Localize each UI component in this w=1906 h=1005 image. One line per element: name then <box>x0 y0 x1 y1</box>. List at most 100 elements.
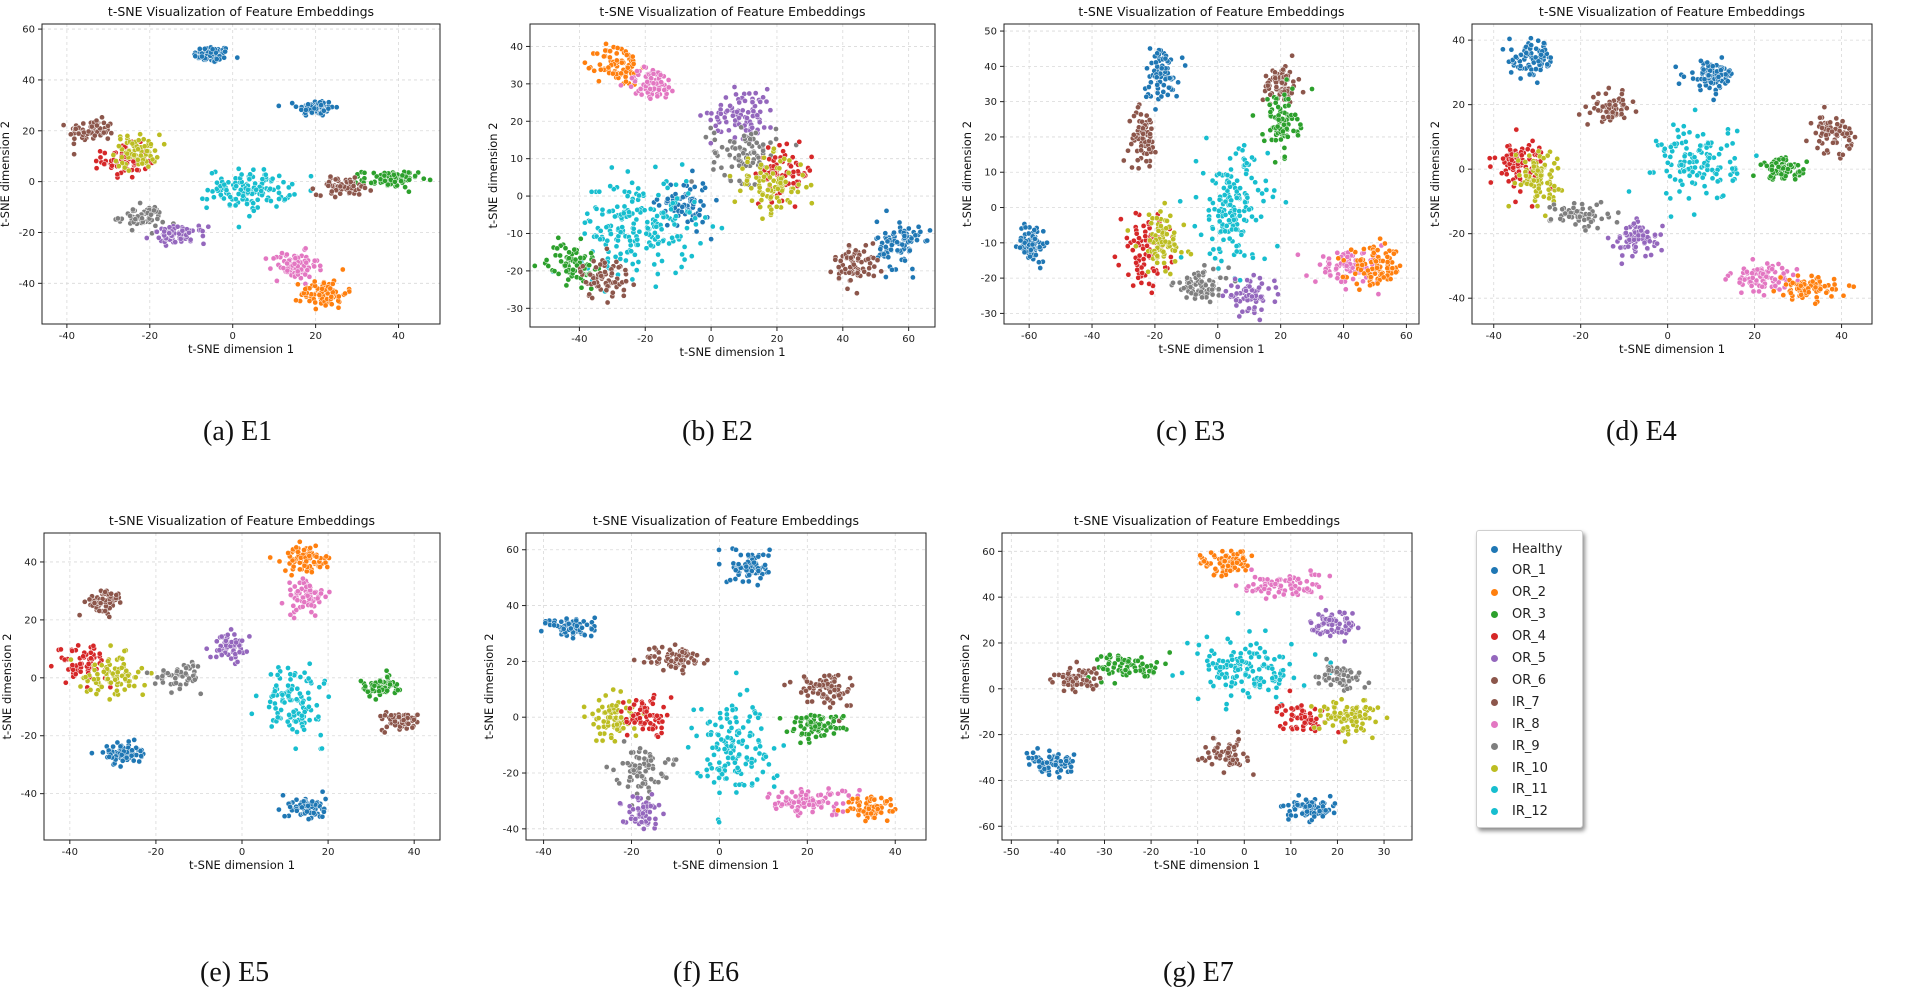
point-or-3 <box>372 696 379 703</box>
point-ir-9 <box>197 690 204 697</box>
point-ir-11 <box>306 717 313 723</box>
point-ir-10 <box>767 194 774 201</box>
point-ir-7 <box>400 717 407 723</box>
point-or-4 <box>129 174 136 181</box>
point-ir-11 <box>613 243 620 250</box>
point-ir-9 <box>721 172 728 179</box>
point-or-5 <box>216 647 223 654</box>
point-or-5 <box>174 223 181 230</box>
point-ir-10 <box>776 165 783 172</box>
point-or-2 <box>597 66 604 73</box>
point-or-2 <box>603 41 609 47</box>
point-ir-10 <box>757 204 764 210</box>
point-or-6 <box>1587 109 1593 116</box>
y-tick-label: -30 <box>981 309 997 320</box>
point-or-5 <box>1652 231 1658 238</box>
point-or-2 <box>1387 276 1394 282</box>
point-ir-10 <box>116 143 122 149</box>
point-healthy <box>333 104 340 111</box>
point-ir-7 <box>577 268 584 275</box>
point-or-5 <box>203 645 210 652</box>
point-healthy <box>1547 54 1554 61</box>
point-or-1 <box>1715 74 1722 80</box>
point-ir-11 <box>678 264 685 270</box>
point-or-2 <box>1340 274 1346 280</box>
point-ir-8 <box>294 588 301 595</box>
point-ir-7 <box>583 279 589 286</box>
point-ir-10 <box>131 683 138 689</box>
point-or-4 <box>62 679 69 686</box>
point-or-5 <box>1232 276 1238 282</box>
point-or-1 <box>1160 82 1167 88</box>
point-healthy <box>880 251 887 258</box>
point-or-6 <box>837 258 844 264</box>
point-ir-10 <box>803 184 810 191</box>
point-healthy <box>119 757 126 764</box>
point-or-2 <box>618 59 625 66</box>
point-or-3 <box>566 255 572 262</box>
point-or-3 <box>1281 91 1288 98</box>
point-ir-11 <box>325 693 332 700</box>
point-or-6 <box>878 268 885 275</box>
point-or-3 <box>387 681 393 688</box>
point-ir-11 <box>697 240 704 247</box>
point-ir-10 <box>98 662 105 669</box>
point-ir-11 <box>584 210 591 217</box>
point-or-5 <box>1617 244 1624 251</box>
point-healthy <box>1538 51 1544 58</box>
point-ir-10 <box>1171 241 1178 248</box>
point-ir-11 <box>1724 142 1730 149</box>
point-or-3 <box>563 268 570 275</box>
point-or-5 <box>1657 231 1664 238</box>
point-or-4 <box>1508 157 1515 163</box>
point-ir-8 <box>1375 291 1382 297</box>
x-tick-label: -40 <box>571 334 587 345</box>
point-or-4 <box>808 154 815 160</box>
point-ir-11 <box>1674 127 1681 133</box>
point-or-5 <box>1258 306 1265 313</box>
point-or-2 <box>623 78 629 85</box>
x-tick-label: 20 <box>1274 331 1287 342</box>
point-ir-10 <box>795 189 801 195</box>
point-ir-11 <box>1228 166 1234 173</box>
point-or-2 <box>1365 267 1371 274</box>
point-or-2 <box>267 554 274 561</box>
point-or-3 <box>565 276 572 283</box>
point-or-5 <box>736 115 742 121</box>
point-ir-11 <box>621 203 628 210</box>
point-or-6 <box>1612 102 1619 109</box>
point-ir-11 <box>673 181 679 188</box>
point-ir-10 <box>1161 260 1167 266</box>
point-or-5 <box>752 90 759 96</box>
point-ir-11 <box>267 185 274 192</box>
point-ir-11 <box>1662 152 1668 159</box>
point-ir-8 <box>1350 276 1356 282</box>
point-ir-7 <box>313 191 319 198</box>
point-ir-11 <box>1671 141 1678 147</box>
point-ir-9 <box>1576 213 1583 220</box>
point-ir-7 <box>396 714 402 720</box>
point-or-1 <box>1154 82 1161 88</box>
point-healthy <box>89 750 95 756</box>
point-or-2 <box>629 53 636 60</box>
point-or-5 <box>1223 288 1229 295</box>
point-ir-10 <box>118 154 125 161</box>
point-ir-8 <box>1776 286 1783 293</box>
point-ir-11 <box>669 200 676 206</box>
point-or-2 <box>328 293 335 300</box>
point-ir-11 <box>1734 170 1740 177</box>
point-or-6 <box>96 608 103 614</box>
point-or-6 <box>91 600 98 606</box>
point-ir-11 <box>1270 194 1276 200</box>
point-ir-11 <box>1209 236 1216 242</box>
point-ir-10 <box>1551 160 1558 167</box>
point-or-6 <box>850 261 857 268</box>
point-ir-10 <box>744 177 750 184</box>
point-or-2 <box>302 286 309 292</box>
point-or-6 <box>1606 101 1613 108</box>
point-or-4 <box>772 154 779 161</box>
point-healthy <box>1017 244 1023 251</box>
point-ir-10 <box>1157 208 1164 215</box>
point-or-6 <box>1143 158 1150 165</box>
point-ir-11 <box>276 190 282 196</box>
